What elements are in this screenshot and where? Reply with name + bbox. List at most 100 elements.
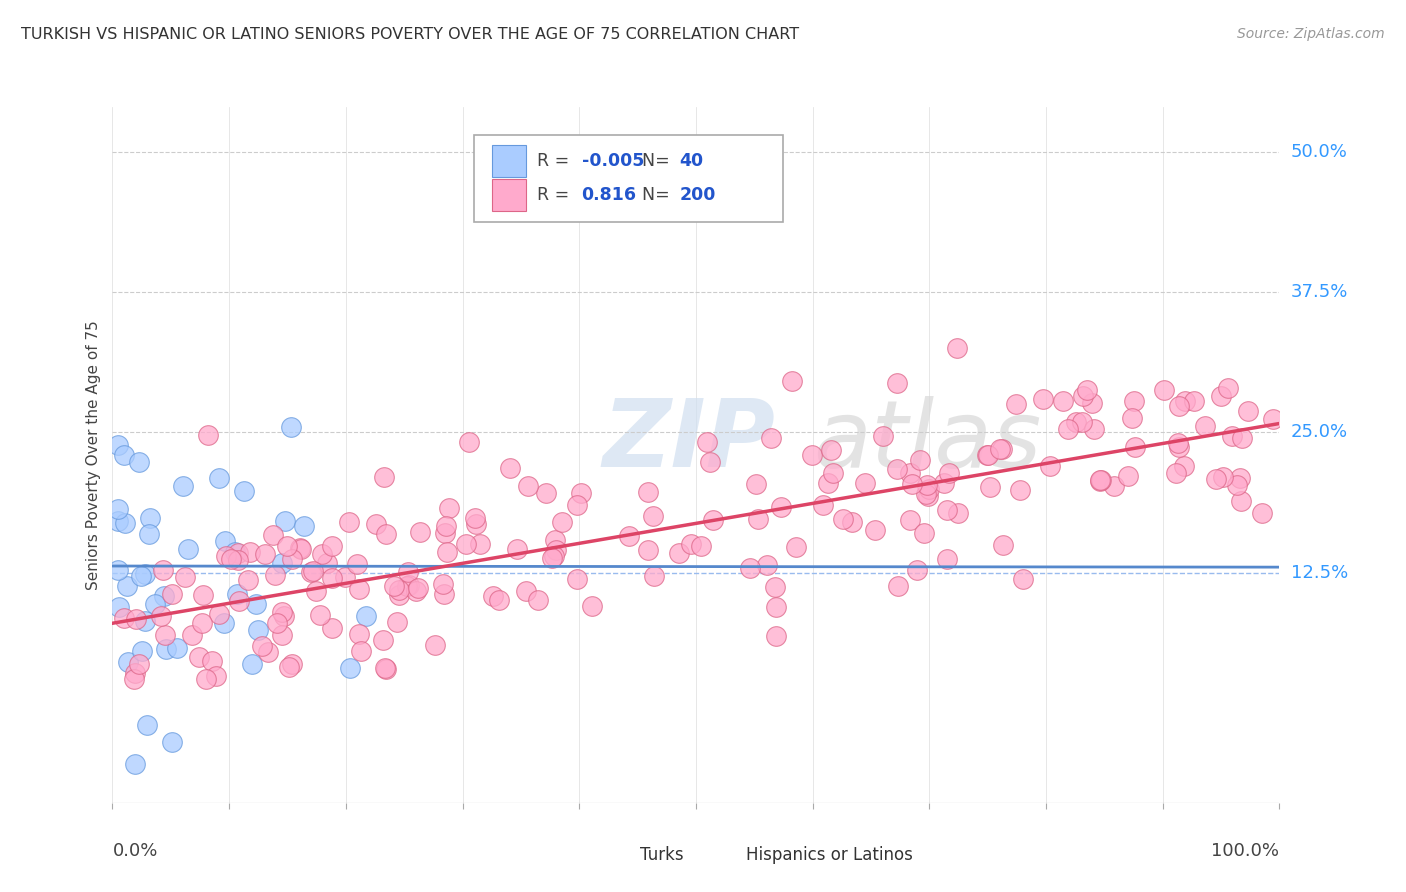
Point xyxy=(162,735,184,749)
Point xyxy=(434,526,457,541)
Point xyxy=(252,639,274,653)
Point xyxy=(1216,381,1239,395)
Point xyxy=(374,526,396,541)
Point xyxy=(458,434,481,449)
Point xyxy=(134,614,156,628)
Point xyxy=(991,442,1014,456)
Point xyxy=(756,558,779,572)
Point xyxy=(406,581,429,595)
Point xyxy=(917,489,939,503)
Point xyxy=(886,462,908,476)
Point xyxy=(280,552,302,566)
Point xyxy=(1261,411,1284,425)
Point xyxy=(1090,473,1112,487)
Point xyxy=(262,528,284,542)
Point xyxy=(1168,400,1191,414)
Point xyxy=(886,579,908,593)
Point xyxy=(637,542,659,557)
Point xyxy=(1229,471,1251,485)
Text: atlas: atlas xyxy=(813,395,1040,486)
Point xyxy=(872,429,894,443)
Point xyxy=(436,545,458,559)
FancyBboxPatch shape xyxy=(606,846,637,869)
Point xyxy=(699,455,721,469)
Point xyxy=(174,570,197,584)
Point xyxy=(679,536,702,550)
Point xyxy=(264,567,287,582)
Point xyxy=(763,580,786,594)
Point xyxy=(294,519,316,533)
Point xyxy=(299,566,322,580)
Point xyxy=(1164,466,1187,480)
Point xyxy=(1123,441,1146,455)
Point xyxy=(1194,419,1216,434)
Point xyxy=(908,452,931,467)
Point xyxy=(770,500,793,514)
Point xyxy=(1066,415,1088,429)
Text: 0.0%: 0.0% xyxy=(112,842,157,860)
Point xyxy=(311,547,333,561)
Point xyxy=(567,498,589,512)
Point xyxy=(107,502,129,516)
Point xyxy=(138,527,160,541)
Point xyxy=(1121,411,1143,425)
Point xyxy=(124,611,146,625)
Point xyxy=(841,515,863,529)
Point xyxy=(1226,478,1249,492)
Point xyxy=(865,523,887,537)
Point xyxy=(1209,389,1232,403)
Point xyxy=(886,376,908,391)
Point xyxy=(114,516,136,530)
Point xyxy=(177,541,200,556)
Point xyxy=(128,455,150,469)
Point xyxy=(115,579,138,593)
FancyBboxPatch shape xyxy=(713,846,742,869)
Point xyxy=(374,661,396,675)
Point xyxy=(1122,394,1144,409)
Point xyxy=(276,539,298,553)
Text: TURKISH VS HISPANIC OR LATINO SENIORS POVERTY OVER THE AGE OF 75 CORRELATION CHA: TURKISH VS HISPANIC OR LATINO SENIORS PO… xyxy=(21,27,799,42)
Point xyxy=(124,756,146,771)
Point xyxy=(765,600,787,615)
Point xyxy=(465,516,488,531)
Point xyxy=(464,510,486,524)
Point xyxy=(527,592,550,607)
Point xyxy=(316,556,339,570)
Point xyxy=(188,649,211,664)
Text: Turks: Turks xyxy=(640,846,683,864)
Text: 12.5%: 12.5% xyxy=(1291,564,1348,582)
Point xyxy=(433,587,456,601)
Point xyxy=(239,545,262,559)
Point xyxy=(112,449,135,463)
Point xyxy=(534,486,557,500)
Point xyxy=(1071,389,1094,403)
FancyBboxPatch shape xyxy=(492,145,526,178)
Point xyxy=(1056,422,1078,436)
Point xyxy=(215,549,238,563)
Point xyxy=(205,669,228,683)
Text: 50.0%: 50.0% xyxy=(1291,143,1347,161)
Point xyxy=(905,563,928,577)
Point xyxy=(643,508,665,523)
Point xyxy=(1116,468,1139,483)
Point xyxy=(398,577,420,591)
Point xyxy=(208,607,231,621)
Point xyxy=(1212,470,1234,484)
Point xyxy=(499,461,522,475)
Point xyxy=(288,541,311,555)
Point xyxy=(918,482,941,496)
Point xyxy=(668,546,690,560)
Point xyxy=(256,645,278,659)
Point xyxy=(396,565,419,579)
Point xyxy=(637,484,659,499)
Point xyxy=(191,588,214,602)
Text: 37.5%: 37.5% xyxy=(1291,283,1348,301)
Point xyxy=(197,428,219,442)
Point xyxy=(274,514,297,528)
Point xyxy=(915,478,938,492)
FancyBboxPatch shape xyxy=(492,179,526,211)
Point xyxy=(506,541,529,556)
Point xyxy=(901,477,924,491)
Point xyxy=(254,547,277,561)
Point xyxy=(226,546,249,560)
